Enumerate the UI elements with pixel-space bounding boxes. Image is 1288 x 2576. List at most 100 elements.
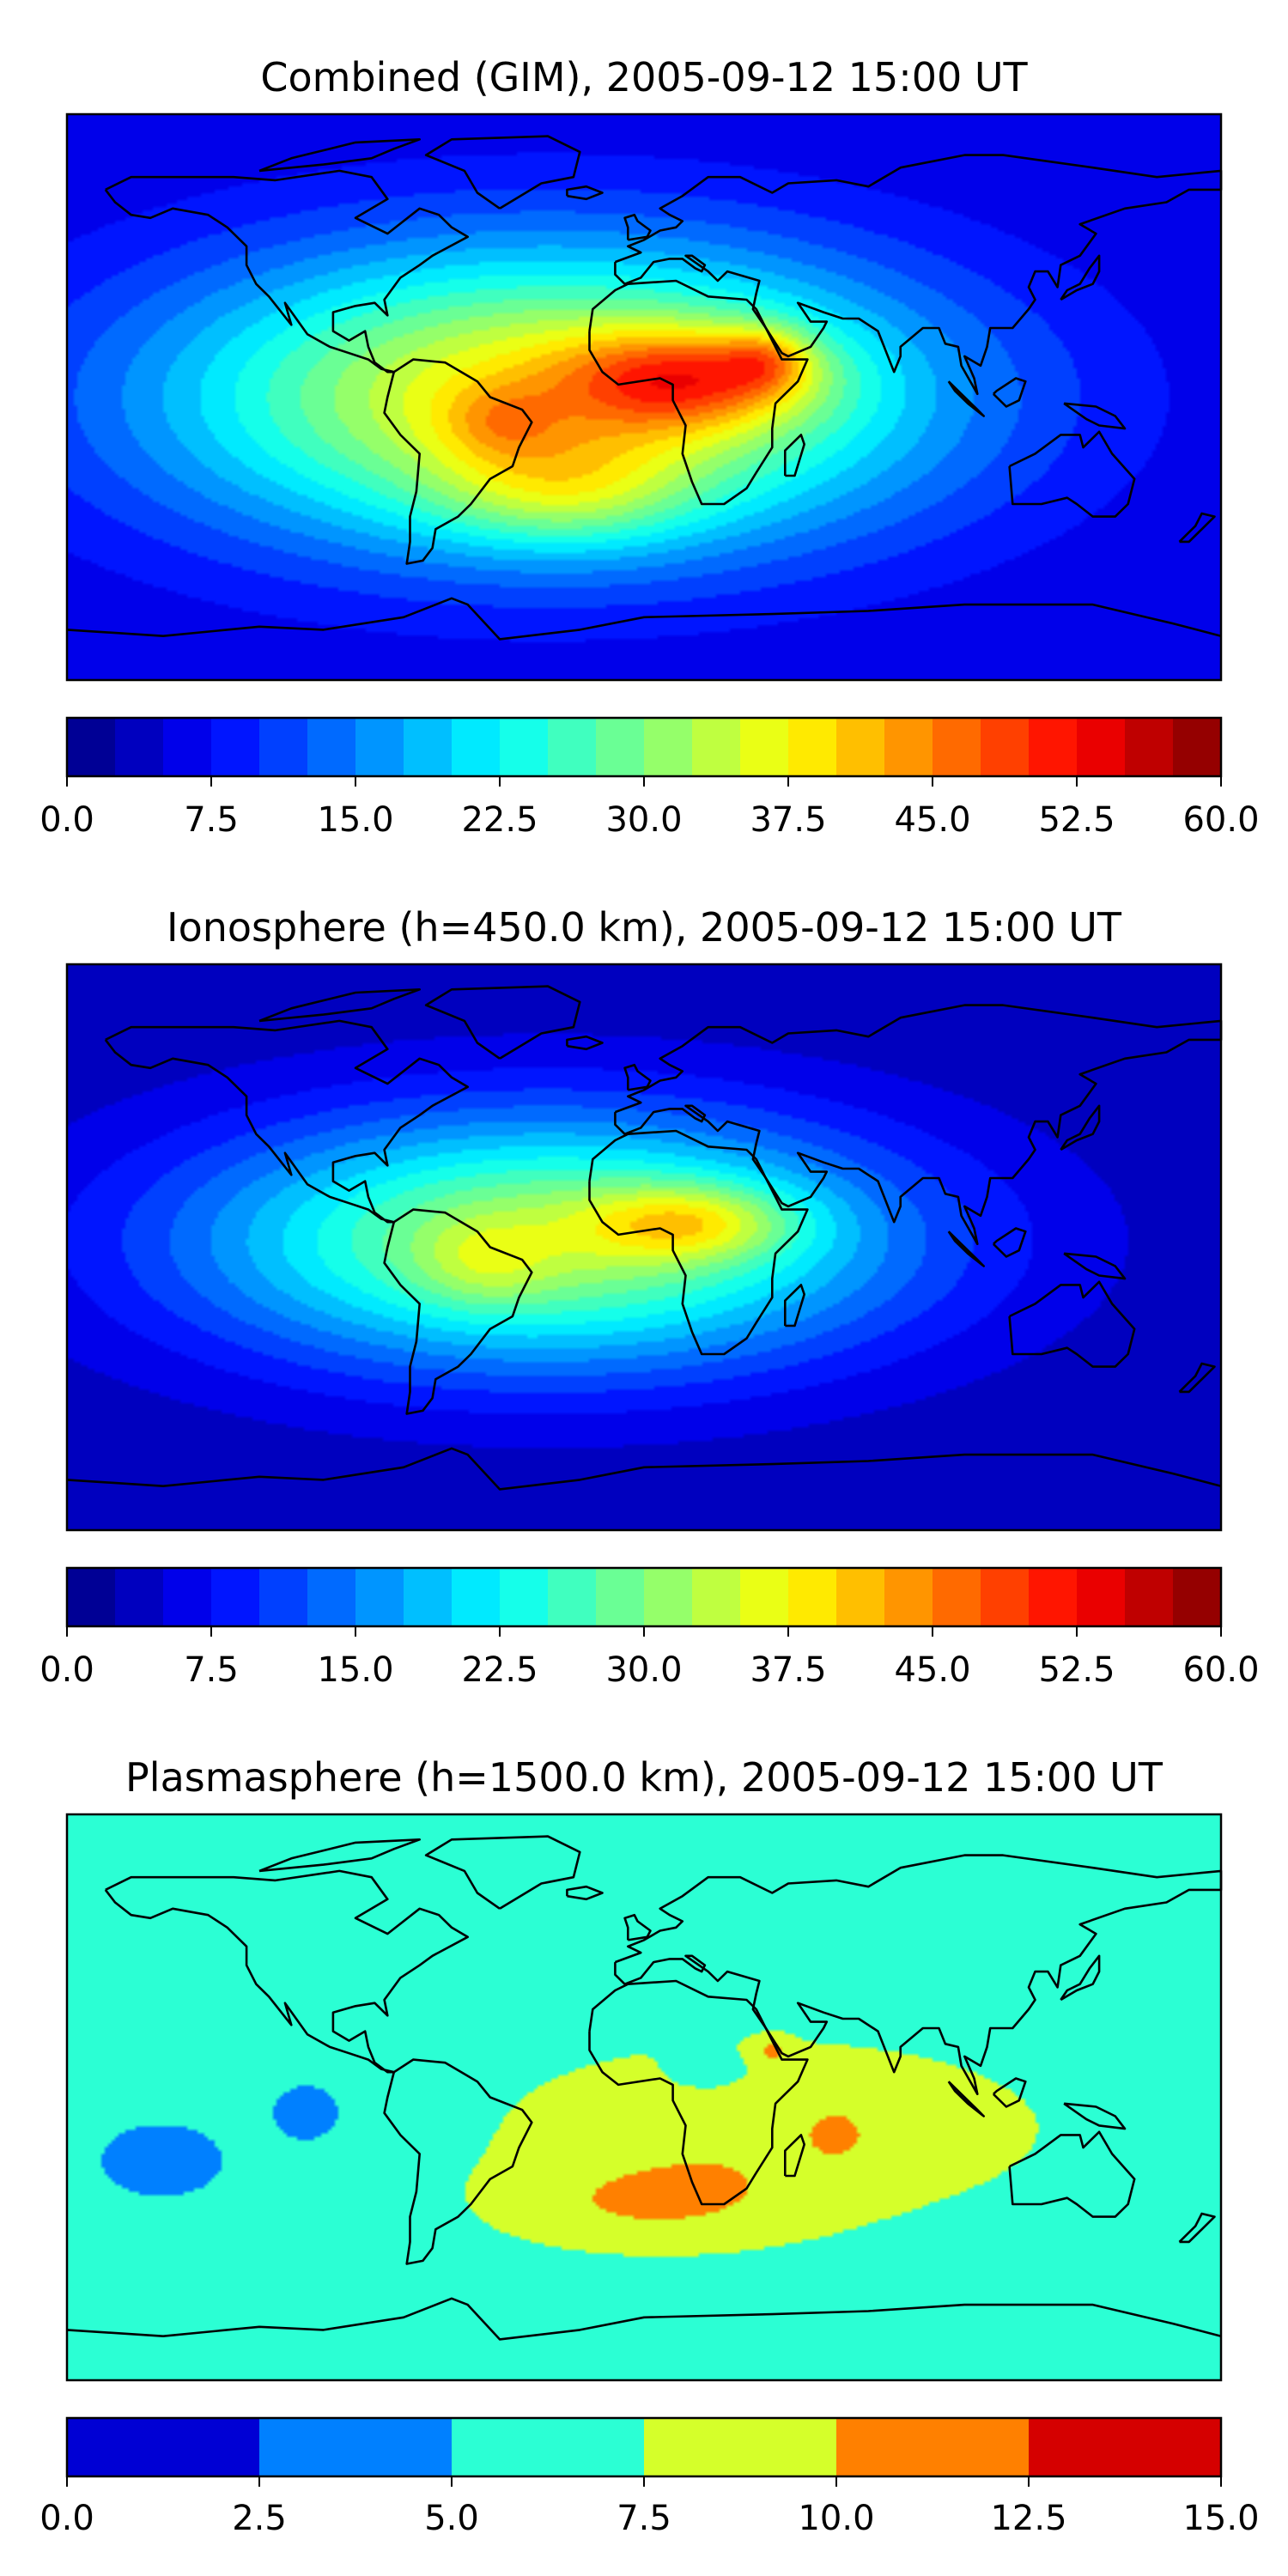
colorbar-tick-label: 37.5 xyxy=(750,800,826,840)
colorbar-swatch xyxy=(1029,2418,1222,2476)
map-frame-plasmasphere xyxy=(65,1813,1223,2382)
coastline-segment xyxy=(258,138,421,173)
panel-title-combined: Combined (GIM), 2005-09-12 15:00 UT xyxy=(260,54,1028,100)
coastline-segment xyxy=(566,1885,604,1901)
colorbar-tick-label: 52.5 xyxy=(1038,1650,1115,1690)
coastline-segment xyxy=(1008,430,1136,518)
colorbar-swatch xyxy=(981,1568,1030,1626)
colorbar-tick-label: 2.5 xyxy=(232,2499,287,2538)
colorbar-tick-label: 0.0 xyxy=(39,1650,94,1690)
coastline-segment xyxy=(258,988,421,1023)
coastline-segment xyxy=(383,358,533,565)
coastline-segment xyxy=(1178,2212,1216,2244)
colorbar-swatch xyxy=(740,718,789,776)
heatmap-field-ionosphere xyxy=(67,964,1221,1530)
colorbar-swatch xyxy=(259,718,308,776)
map-frame-ionosphere xyxy=(65,963,1223,1532)
colorbar-swatch xyxy=(1173,1568,1222,1626)
colorbar-tick-label: 7.5 xyxy=(617,2499,671,2538)
coastlines-combined xyxy=(66,135,1223,641)
colorbar-swatch xyxy=(836,1568,885,1626)
colorbar-swatch xyxy=(981,718,1030,776)
colorbar-swatch xyxy=(1077,1568,1126,1626)
colorbar-swatch xyxy=(644,718,693,776)
coastline-segment xyxy=(424,1835,581,1910)
colorbar-swatch xyxy=(596,718,645,776)
coastline-segment xyxy=(784,1284,805,1327)
colorbar-swatch xyxy=(500,718,549,776)
colorbar-swatch xyxy=(67,2418,260,2476)
colorbar-swatch xyxy=(404,718,453,776)
colorbar-swatch xyxy=(644,1568,693,1626)
heatmap-field-plasmasphere xyxy=(67,1814,1221,2380)
coastline-segment xyxy=(66,1447,1222,1491)
coastline-segment xyxy=(1060,1954,1101,2002)
colorbar-swatch xyxy=(1125,718,1174,776)
coastline-segment xyxy=(66,597,1222,641)
colorbar-swatch xyxy=(452,718,501,776)
coastline-segment xyxy=(383,2058,533,2265)
colorbar-swatch xyxy=(67,718,116,776)
coastline-segment xyxy=(104,169,469,374)
colorbar-tick-label: 45.0 xyxy=(894,1650,970,1690)
colorbar-swatch xyxy=(884,1568,933,1626)
colorbar-swatch xyxy=(1077,718,1126,776)
coastline-segment xyxy=(588,1979,809,2206)
coastline-segment xyxy=(566,1035,604,1051)
colorbar-swatch xyxy=(836,718,885,776)
colorbar-swatch xyxy=(307,718,356,776)
coastline-segment xyxy=(258,1838,421,1873)
coastline-segment xyxy=(66,2297,1222,2341)
coastline-segment xyxy=(383,1208,533,1415)
colorbar-tick-label: 37.5 xyxy=(750,1650,826,1690)
colorbar-tick-label: 7.5 xyxy=(184,800,239,840)
colorbar-swatch xyxy=(163,1568,212,1626)
colorbar-swatch xyxy=(452,2418,645,2476)
colorbar-swatch xyxy=(211,1568,260,1626)
coastline-segment xyxy=(992,1227,1027,1258)
coastline-segment xyxy=(1063,402,1127,430)
colorbar-swatch xyxy=(836,2418,1030,2476)
colorbar-swatch xyxy=(1029,718,1078,776)
colorbar-ionosphere: 0.0 7.5 15.0 22.5 30.0 37.5 45.0 52.5 60.0 xyxy=(39,1566,1260,1690)
panel-title-plasmasphere: Plasmasphere (h=1500.0 km), 2005-09-12 1… xyxy=(125,1754,1163,1801)
colorbar-swatch xyxy=(1173,718,1222,776)
colorbar-tick-label: 0.0 xyxy=(39,800,94,840)
colorbar-tick-label: 60.0 xyxy=(1182,800,1259,840)
colorbar-swatch xyxy=(452,1568,501,1626)
colorbar-tick-label: 10.0 xyxy=(798,2499,874,2538)
colorbar-swatch xyxy=(355,718,404,776)
colorbar-swatch xyxy=(115,1568,164,1626)
coastline-segment xyxy=(614,154,1223,396)
colorbar-swatch xyxy=(259,2418,453,2476)
coastline-segment xyxy=(623,1063,652,1091)
colorbar-swatch xyxy=(163,718,212,776)
colorbar-plasmasphere: 0.0 2.5 5.0 7.5 10.0 12.5 15.0 xyxy=(39,2416,1260,2538)
coastline-segment xyxy=(947,1230,985,1267)
coastline-segment xyxy=(784,2134,805,2178)
colorbar-swatch xyxy=(1029,1568,1078,1626)
coastline-segment xyxy=(1178,1362,1216,1394)
coastline-segment xyxy=(1008,2130,1136,2218)
heatmap-field-combined xyxy=(67,114,1221,680)
colorbar-tick-label: 5.0 xyxy=(424,2499,479,2538)
colorbar-tick-label: 12.5 xyxy=(990,2499,1066,2538)
map-frame-combined xyxy=(65,112,1223,682)
colorbar-swatch xyxy=(1125,1568,1174,1626)
colorbar-swatch xyxy=(596,1568,645,1626)
colorbar-swatch xyxy=(307,1568,356,1626)
coastline-segment xyxy=(424,985,581,1060)
coastline-segment xyxy=(588,1129,809,1356)
colorbar-tick-label: 15.0 xyxy=(1182,2499,1259,2538)
colorbar-swatch xyxy=(404,1568,453,1626)
colorbar-tick-label: 52.5 xyxy=(1038,800,1115,840)
colorbar-swatch xyxy=(67,1568,116,1626)
coastline-segment xyxy=(1063,2102,1127,2130)
coastline-segment xyxy=(947,380,985,417)
colorbar-swatch xyxy=(788,718,837,776)
colorbar-combined: 0.0 7.5 15.0 22.5 30.0 37.5 45.0 52.5 60.0 xyxy=(39,716,1260,840)
coastline-segment xyxy=(1063,1252,1127,1280)
colorbar-tick-label: 22.5 xyxy=(461,800,538,840)
coastline-segment xyxy=(1060,254,1101,301)
